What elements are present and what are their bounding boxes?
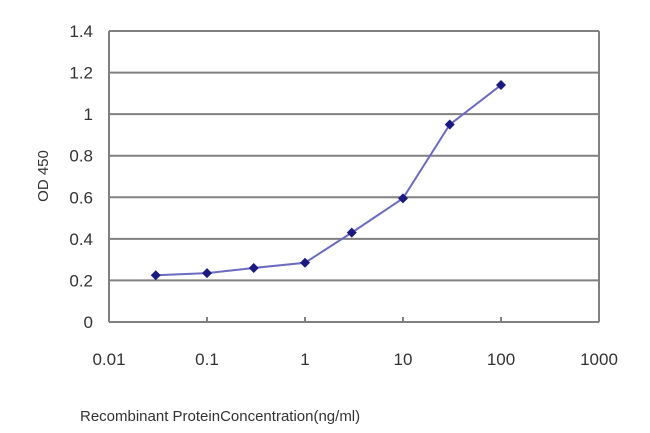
data-point-marker	[346, 227, 357, 238]
data-point-marker	[398, 193, 408, 204]
y-tick-label: 0.2	[69, 271, 93, 290]
y-tick-label: 0.8	[69, 147, 93, 166]
y-axis-ticks: 0 0.2 0.4 0.6 0.8 1 1.2 1.4	[69, 22, 93, 332]
x-tick-label: 0.01	[92, 350, 125, 369]
data-point-marker	[202, 268, 212, 279]
data-point-marker	[496, 80, 506, 91]
y-tick-label: 1.2	[69, 64, 93, 83]
data-point-marker	[444, 119, 455, 130]
y-tick-label: 1	[84, 105, 93, 124]
y-tick-label: 0	[84, 313, 93, 332]
y-axis-label: OD 450	[35, 150, 52, 202]
gridlines	[109, 30, 599, 282]
data-point-marker	[150, 270, 161, 281]
y-tick-label: 1.4	[69, 22, 93, 41]
x-tick-label: 1000	[580, 350, 618, 369]
axes	[108, 31, 600, 323]
x-tick-label: 10	[394, 350, 413, 369]
y-tick-label: 0.6	[69, 188, 93, 207]
y-tick-label: 0.4	[69, 230, 93, 249]
x-tick-label: 1	[300, 350, 309, 369]
x-axis-label: Recombinant ProteinConcentration(ng/ml)	[80, 408, 360, 425]
x-tick-label: 100	[487, 350, 515, 369]
data-point-marker	[300, 257, 310, 268]
x-axis-ticks: 0.01 0.1 1 10 100 1000	[92, 350, 617, 369]
x-tick-label: 0.1	[195, 350, 219, 369]
data-series	[150, 80, 506, 281]
series-line	[155, 84, 502, 277]
data-point-marker	[248, 262, 259, 273]
